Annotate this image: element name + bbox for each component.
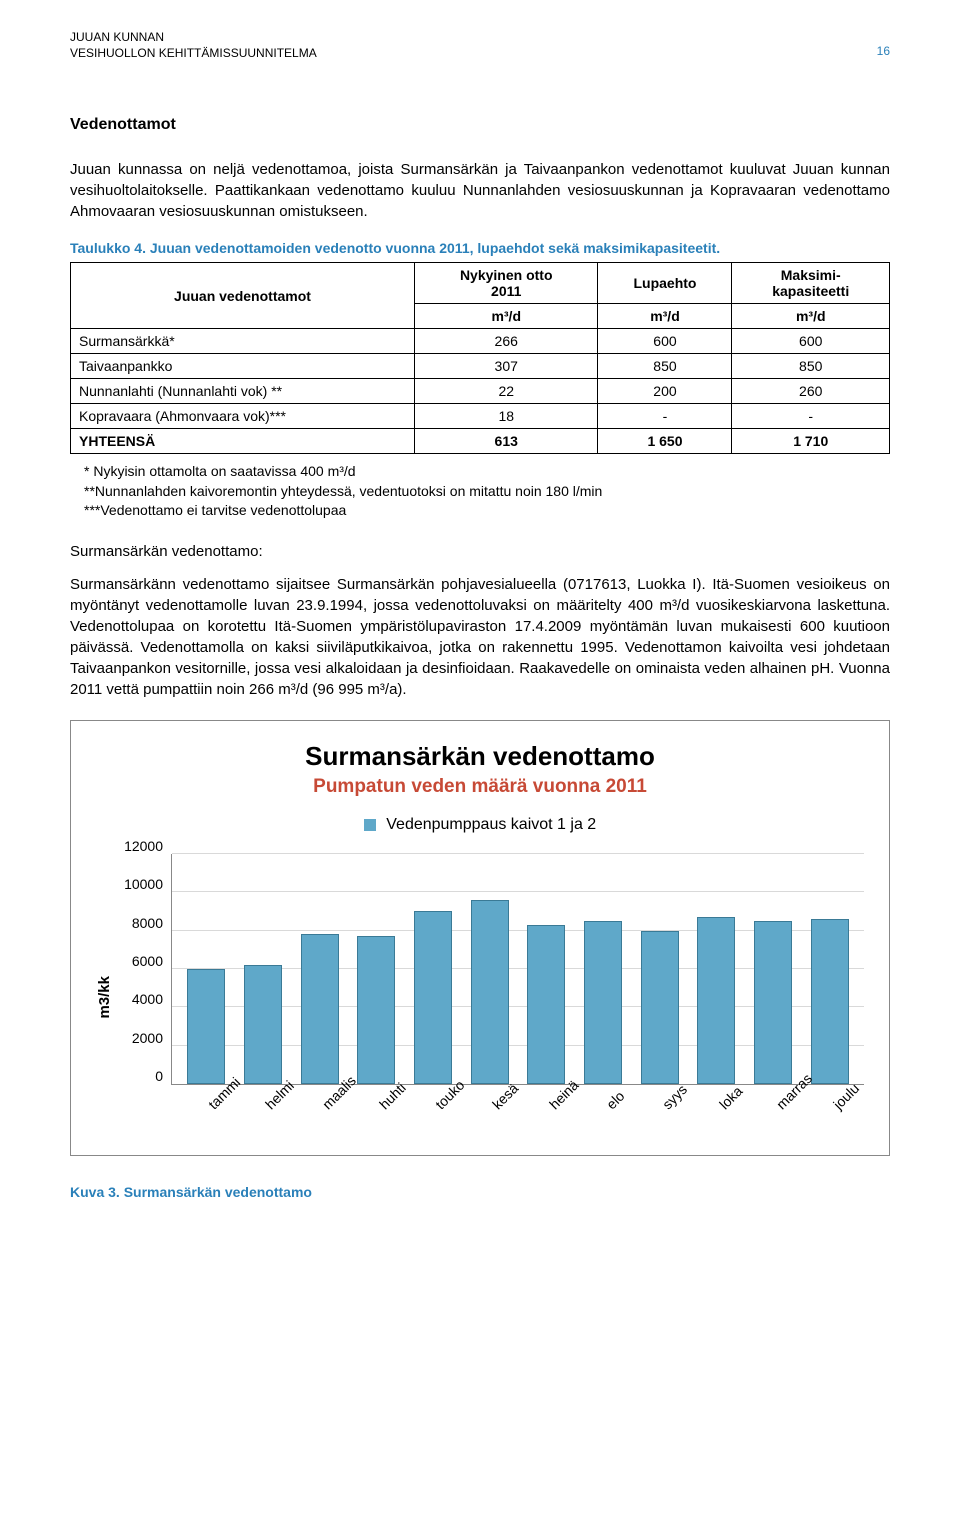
- col-unit-1: m³/d: [414, 304, 598, 329]
- x-tick-label: elo: [584, 1087, 622, 1137]
- footnote-1: * Nykyisin ottamolta on saatavissa 400 m…: [84, 462, 890, 482]
- row-name: Nunnanlahti (Nunnanlahti vok) **: [71, 379, 415, 404]
- col-unit-2: m³/d: [598, 304, 732, 329]
- col-header-max: Maksimi- kapasiteetti: [732, 263, 890, 304]
- paragraph-description: Surmansärkänn vedenottamo sijaitsee Surm…: [70, 574, 890, 700]
- page-number: 16: [877, 44, 890, 58]
- row-c3: 600: [732, 329, 890, 354]
- chart-x-labels: tammi helmi maalis huhti touko kesä heinä elosy…: [171, 1085, 864, 1137]
- y-tick-label: 10000: [121, 876, 163, 892]
- row-c2: 200: [598, 379, 732, 404]
- row-name: Surmansärkkä*: [71, 329, 415, 354]
- header-line1: JUUAN KUNNAN: [70, 30, 317, 46]
- row-c2: 850: [598, 354, 732, 379]
- section-title: Vedenottamot: [70, 116, 890, 134]
- header-line2: VESIHUOLLON KEHITTÄMISSUUNNITELMA: [70, 46, 317, 62]
- chart-bar: [697, 917, 735, 1084]
- chart-bar: [527, 925, 565, 1084]
- total-name: YHTEENSÄ: [71, 429, 415, 454]
- chart-plot: [171, 854, 864, 1085]
- table-row: Kopravaara (Ahmonvaara vok)*** 18 - -: [71, 404, 890, 429]
- chart-box: Surmansärkän vedenottamo Pumpatun veden …: [70, 720, 890, 1156]
- chart-bar: [414, 911, 452, 1084]
- row-name: Kopravaara (Ahmonvaara vok)***: [71, 404, 415, 429]
- footnote-2: **Nunnanlahden kaivoremontin yhteydessä,…: [84, 482, 890, 502]
- table-body: Surmansärkkä* 266 600 600 Taivaanpankko …: [71, 329, 890, 454]
- total-c3: 1 710: [732, 429, 890, 454]
- x-tick-label: touko: [413, 1087, 451, 1137]
- y-tick-label: 4000: [121, 991, 163, 1007]
- x-tick-label: kesä: [470, 1087, 508, 1137]
- legend-swatch: [364, 819, 376, 831]
- footnote-3: ***Vedenottamo ei tarvitse vedenottolupa…: [84, 501, 890, 521]
- row-c3: 260: [732, 379, 890, 404]
- x-tick-label: tammi: [186, 1087, 224, 1137]
- table-total-row: YHTEENSÄ 613 1 650 1 710: [71, 429, 890, 454]
- chart-bar: [471, 900, 509, 1084]
- chart-bar: [244, 965, 282, 1084]
- chart-bars: [172, 854, 864, 1084]
- y-tick-label: 6000: [121, 953, 163, 969]
- chart-subtitle: Pumpatun veden määrä vuonna 2011: [96, 776, 864, 798]
- chart-legend: Vedenpumppaus kaivot 1 ja 2: [96, 816, 864, 834]
- data-table: Juuan vedenottamot Nykyinen otto 2011 Lu…: [70, 262, 890, 454]
- chart-title: Surmansärkän vedenottamo: [96, 741, 864, 772]
- table-row: Nunnanlahti (Nunnanlahti vok) ** 22 200 …: [71, 379, 890, 404]
- chart-bar: [754, 921, 792, 1084]
- y-tick-label: 8000: [121, 915, 163, 931]
- total-c1: 613: [414, 429, 598, 454]
- paragraph-intro: Juuan kunnassa on neljä vedenottamoa, jo…: [70, 159, 890, 222]
- x-tick-label: syys: [640, 1087, 678, 1137]
- col-header-current-a: Nykyinen otto: [460, 267, 553, 283]
- x-tick-label: joulu: [811, 1087, 849, 1137]
- chart-bar: [584, 921, 622, 1084]
- figure-caption: Kuva 3. Surmansärkän vedenottamo: [70, 1184, 890, 1200]
- page-header: JUUAN KUNNAN VESIHUOLLON KEHITTÄMISSUUNN…: [70, 30, 890, 61]
- col-header-current: Nykyinen otto 2011: [414, 263, 598, 304]
- row-name: Taivaanpankko: [71, 354, 415, 379]
- x-tick-label: marras: [754, 1087, 792, 1137]
- chart-bar: [357, 936, 395, 1084]
- table-row: Taivaanpankko 307 850 850: [71, 354, 890, 379]
- col-header-name: Juuan vedenottamot: [71, 263, 415, 329]
- x-tick-label: helmi: [243, 1087, 281, 1137]
- legend-label: Vedenpumppaus kaivot 1 ja 2: [386, 816, 596, 833]
- row-c2: -: [598, 404, 732, 429]
- x-tick-label: huhti: [357, 1087, 395, 1137]
- row-c1: 22: [414, 379, 598, 404]
- row-c1: 266: [414, 329, 598, 354]
- row-c3: -: [732, 404, 890, 429]
- table-footnotes: * Nykyisin ottamolta on saatavissa 400 m…: [84, 462, 890, 521]
- chart-bar: [187, 969, 225, 1084]
- total-c2: 1 650: [598, 429, 732, 454]
- x-tick-label: loka: [697, 1087, 735, 1137]
- row-c2: 600: [598, 329, 732, 354]
- subsection-title: Surmansärkän vedenottamo:: [70, 543, 890, 560]
- row-c1: 307: [414, 354, 598, 379]
- y-tick-label: 12000: [121, 838, 163, 854]
- col-header-max-a: Maksimi-: [781, 267, 841, 283]
- row-c3: 850: [732, 354, 890, 379]
- row-c1: 18: [414, 404, 598, 429]
- y-tick-label: 2000: [121, 1030, 163, 1046]
- col-unit-3: m³/d: [732, 304, 890, 329]
- x-tick-label: heinä: [527, 1087, 565, 1137]
- col-header-max-b: kapasiteetti: [772, 283, 849, 299]
- chart-bar: [301, 934, 339, 1084]
- x-tick-label: maalis: [300, 1087, 338, 1137]
- chart-bar: [641, 931, 679, 1084]
- col-header-permit: Lupaehto: [598, 263, 732, 304]
- col-header-current-b: 2011: [491, 283, 521, 299]
- y-axis-label: m3/kk: [96, 976, 113, 1019]
- table-row: Surmansärkkä* 266 600 600: [71, 329, 890, 354]
- y-tick-label: 0: [121, 1068, 163, 1084]
- chart-bar: [811, 919, 849, 1084]
- table-caption: Taulukko 4. Juuan vedenottamoiden vedeno…: [70, 240, 890, 256]
